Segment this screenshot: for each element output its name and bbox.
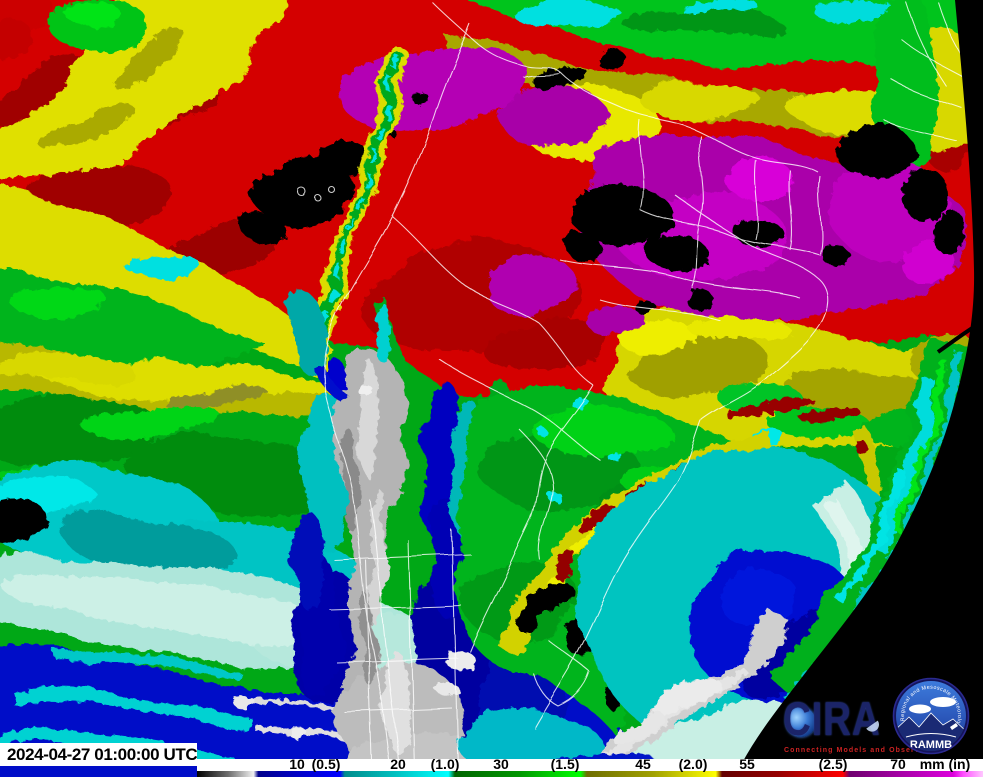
colorbar-gradient (197, 771, 983, 777)
colorbar-tick-label: (2.5) (818, 756, 848, 772)
country-border-lines (297, 1, 973, 773)
cloud-icon (909, 704, 931, 714)
space-beyond-limb (735, 0, 983, 777)
colorbar-tick-label: (2.0) (678, 756, 708, 772)
colorbar-tick-label: 45 (635, 756, 651, 772)
rammb-logo: Regional and Mesoscale Meteorology Branc… (892, 677, 970, 755)
cira-tagline: Connecting Models and Observations (784, 747, 948, 754)
colorbar-tick-label: (0.5) (311, 756, 341, 772)
cira-wordmark: CIRA (783, 692, 881, 745)
colorbar-unit-label: mm (in) (919, 756, 971, 772)
colorbar-tick-label: (1.5) (550, 756, 580, 772)
colorbar-tick-label: (1.0) (430, 756, 460, 772)
timestamp-label: 2024-04-27 01:00:00 UTC (0, 743, 198, 766)
colorbar: mm (in) 10 (0.5) 20 (1.0) 30 (1.5) 45 (2.0) 55 (2… (197, 756, 983, 777)
colorbar-tick-label: 10 (289, 756, 305, 772)
cloud-icon (930, 697, 956, 707)
rocket-icon (950, 723, 958, 730)
colorbar-tick-label: 30 (493, 756, 509, 772)
rammb-wordmark: RAMMB (910, 739, 952, 751)
colorbar-tick-label: 20 (390, 756, 406, 772)
colorbar-tick-label: 55 (739, 756, 755, 772)
cira-logo: CIRA Connecting Models and Observations (783, 694, 963, 758)
colorbar-tick-label: 70 (890, 756, 906, 772)
colorbar-tick-labels: mm (in) 10 (0.5) 20 (1.0) 30 (1.5) 45 (2.0) 55 (2… (197, 756, 983, 772)
cira-globe-icon (786, 707, 816, 737)
